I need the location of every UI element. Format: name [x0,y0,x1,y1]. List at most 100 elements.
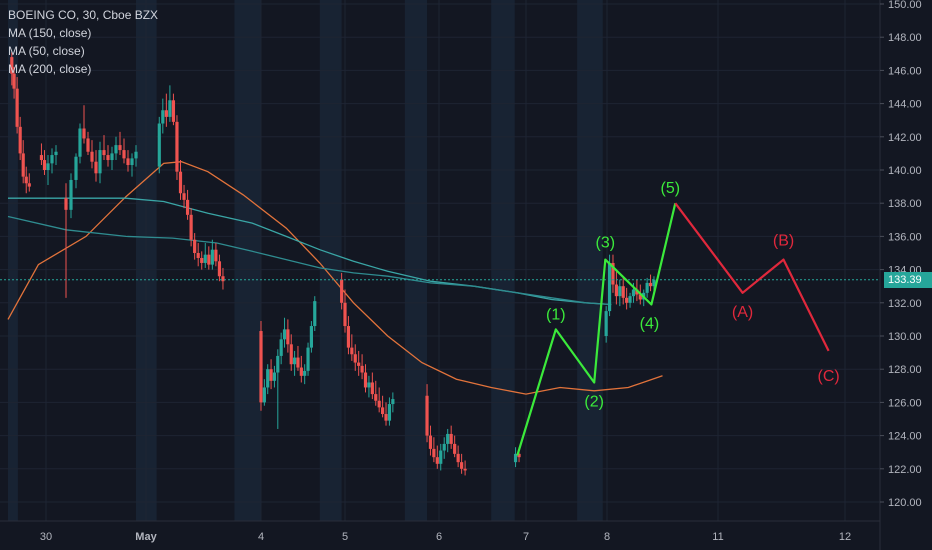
candle-body [425,395,429,436]
impulse-wave-label: (1) [546,306,566,323]
candle-body [628,296,632,303]
y-tick-label: 144.00 [888,99,922,111]
candle-body [126,158,130,166]
ma-line [8,197,612,306]
candle-body [453,443,457,454]
candle-body [460,462,464,469]
candle-body [21,153,25,177]
candle-body [266,369,270,388]
y-tick-label: 126.00 [888,397,922,409]
candle-body [15,88,19,127]
candle-body [299,367,303,376]
legend-ma200[interactable]: MA (200, close) [8,62,92,76]
y-tick-label: 124.00 [888,431,922,443]
ma-line [7,215,612,306]
candle-body [200,257,204,263]
x-axis[interactable]: 30 May 4 5 6 7 8 11 12 [40,531,851,543]
moving-averages [7,161,663,395]
candle-body [86,138,90,152]
candle-body [196,253,200,258]
candle-body [604,311,608,336]
x-tick-label: 12 [839,531,851,543]
candle-body [428,435,433,449]
candle-body [377,400,381,408]
candle-body [367,382,371,388]
candle-body [168,100,172,117]
correction-wave-label: (A) [732,304,753,321]
candle-body [306,347,310,371]
candle-body [618,286,622,297]
candle-body [217,261,222,277]
candle-body [64,198,68,210]
candle-body [645,282,649,293]
candle-body [94,161,98,174]
x-tick-label: 11 [712,531,723,543]
candle-body [161,110,165,124]
candle-body [157,123,161,167]
candle-body [449,433,453,444]
candle-body [214,249,218,262]
candle-body [286,329,290,345]
candle-body [631,289,636,297]
candle-body [313,301,317,327]
x-tick-label: 30 [40,531,52,543]
candle-body [110,153,114,161]
candle-body [391,399,395,405]
legend-ma50[interactable]: MA (50, close) [8,44,85,58]
candle-body [343,302,347,327]
y-axis[interactable]: 150.00 148.00 146.00 144.00 142.00 140.00 138.… [880,0,922,509]
candle-body [293,357,297,365]
impulse-wave-label: (5) [661,180,681,197]
y-tick-label: 140.00 [888,165,922,177]
session-band [404,0,428,521]
session-band [577,0,603,521]
candle-body [513,453,518,463]
y-tick-label: 148.00 [888,32,922,44]
candle-body [370,382,374,395]
candle-body [340,279,344,303]
candle-body [446,433,450,444]
candle-body [432,448,436,458]
legend-ma150[interactable]: MA (150, close) [8,26,92,40]
symbol-title[interactable]: BOEING CO, 30, Cboe BZX [8,8,159,22]
candle-body [69,179,73,210]
candle-body [74,156,78,180]
candle-body [106,155,110,161]
candle-body [435,457,439,464]
candle-body [357,362,361,366]
x-tick-label: 6 [436,531,442,543]
candle-body [439,450,443,464]
candle-body [27,183,31,187]
candle-body [175,121,179,172]
candle-body [10,57,14,74]
candle-body [296,357,300,368]
candle-body [638,294,642,300]
candle-body [39,155,44,161]
y-tick-label: 132.00 [888,298,922,310]
candle-body [262,387,266,403]
candle-body [614,284,618,297]
y-tick-label: 130.00 [888,331,922,343]
candle-body [98,150,102,174]
candle-body [171,100,176,122]
candle-body [164,110,168,117]
candle-body [276,355,280,373]
candle-body [360,365,364,373]
x-tick-label: 4 [258,531,264,543]
candle-body [46,163,50,170]
axes [0,0,881,550]
candle-body [282,329,287,340]
candle-body [303,370,307,376]
grid-lines [0,0,880,521]
candle-body [346,326,351,348]
candle-body [269,369,273,381]
y-tick-label: 120.00 [888,497,922,509]
x-tick-label: 5 [342,531,348,543]
y-tick-label: 142.00 [888,132,922,144]
wave-count: (1) (2) (3) (4) (5) (A) (B) (C) [516,180,840,456]
session-band [319,0,342,521]
correction-wave-label: (C) [818,368,840,385]
candle-body [114,145,118,154]
candle-body [652,279,656,287]
